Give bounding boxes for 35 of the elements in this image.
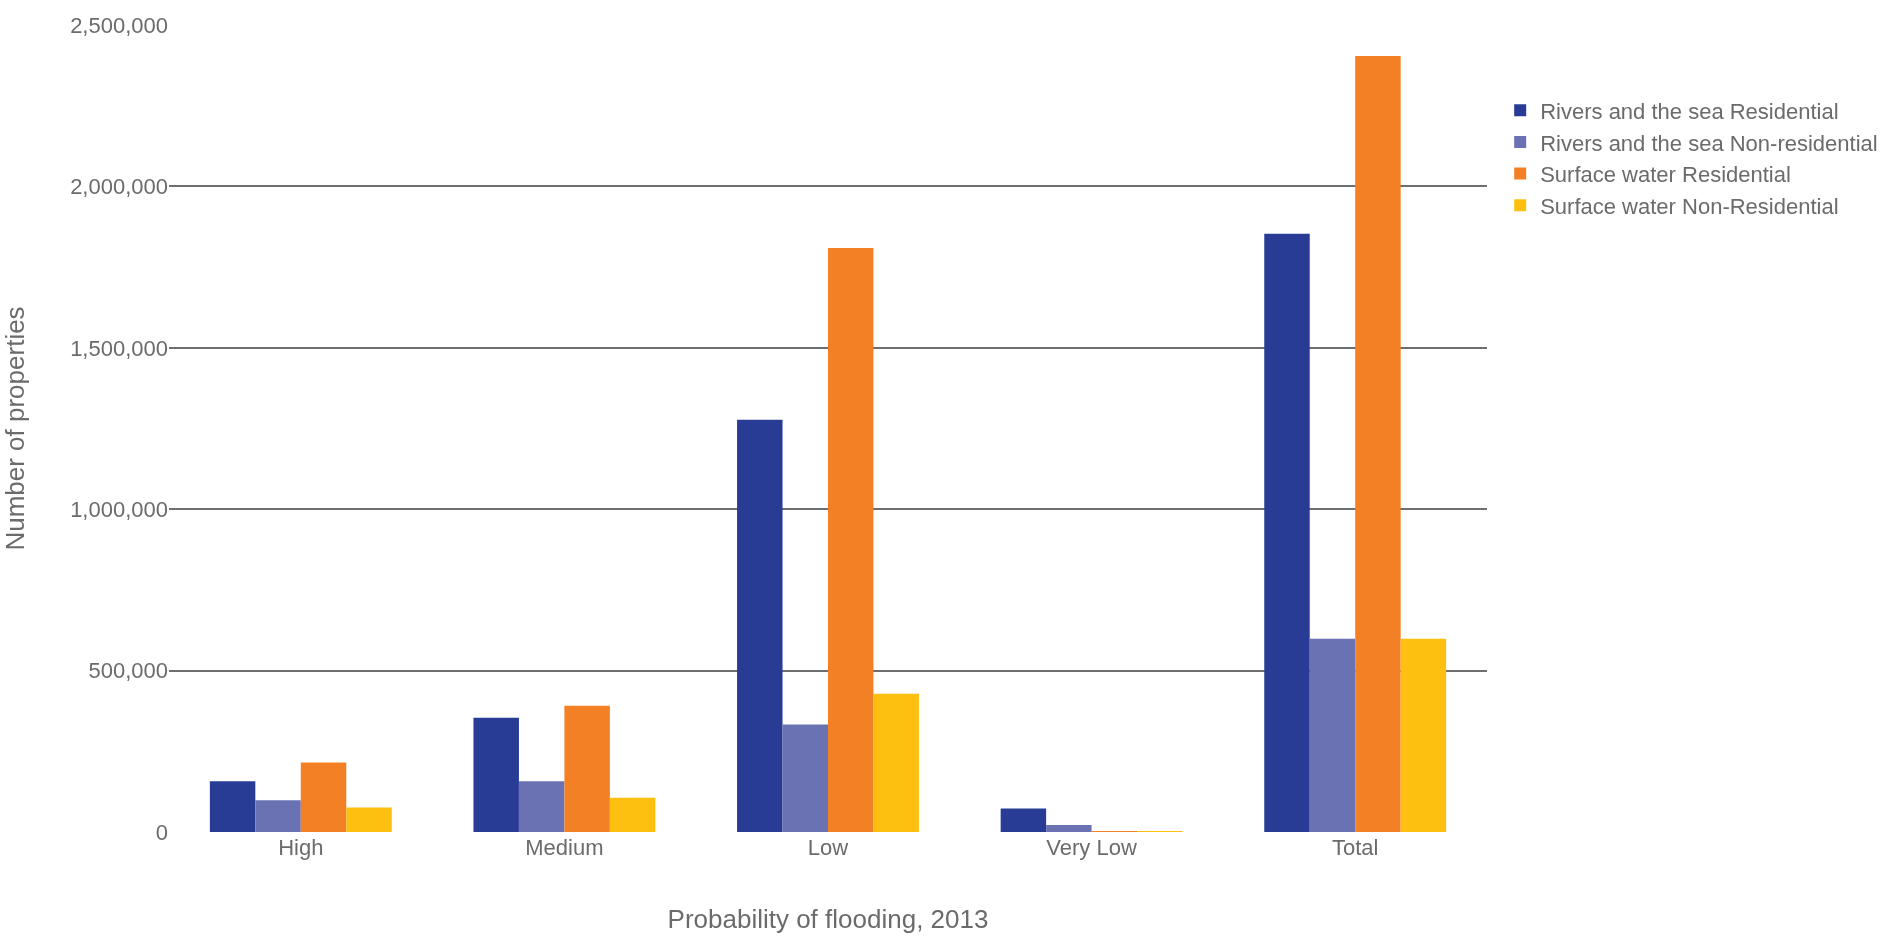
bar	[300, 762, 347, 832]
bar	[564, 705, 610, 832]
y-axis-title: Number of properties	[0, 306, 30, 551]
y-tick-label: 1,500,000	[70, 335, 168, 361]
y-tick-label: 2,500,000	[70, 12, 168, 38]
bar	[1355, 55, 1401, 832]
bar	[782, 724, 828, 832]
bar	[473, 717, 519, 832]
bar	[1309, 638, 1356, 832]
bar	[1046, 824, 1092, 832]
bar	[209, 781, 256, 832]
legend-label: Rivers and the sea Non-residential	[1540, 130, 1878, 156]
bar	[518, 781, 565, 832]
y-tick-label: 1,000,000	[70, 496, 168, 522]
bar	[1264, 233, 1310, 832]
legend-label: Surface water Residential	[1540, 162, 1791, 188]
x-tick-label: Total	[1331, 835, 1379, 860]
bar	[609, 797, 656, 832]
bar	[255, 800, 301, 832]
bar	[873, 693, 919, 832]
legend-label: Rivers and the sea Residential	[1540, 98, 1839, 124]
bar	[737, 419, 783, 832]
bar	[828, 248, 874, 832]
x-tick-label: Low	[807, 835, 849, 860]
y-tick-label: 0	[155, 819, 168, 845]
bar	[1000, 808, 1047, 832]
y-tick-label: 2,000,000	[70, 174, 168, 200]
y-tick-label: 500,000	[88, 658, 168, 684]
bar	[1400, 638, 1447, 832]
x-tick-label: Very Low	[1046, 835, 1137, 860]
x-tick-label: Medium	[525, 835, 604, 860]
bar	[346, 807, 392, 832]
x-tick-label: High	[278, 835, 324, 860]
legend-label: Surface water Non-Residential	[1540, 193, 1839, 219]
x-axis-title: Probability of flooding, 2013	[667, 903, 989, 934]
